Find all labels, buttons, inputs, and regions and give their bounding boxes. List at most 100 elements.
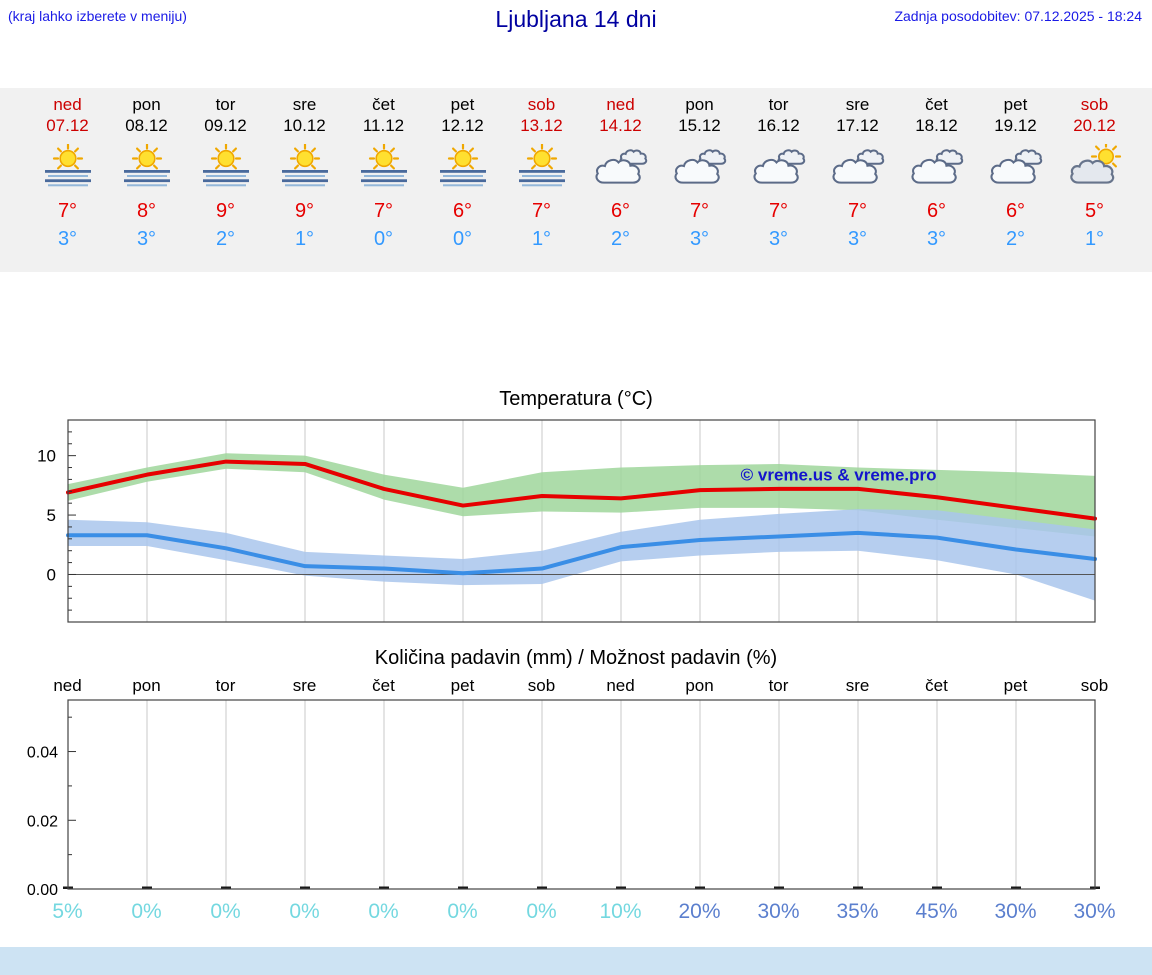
sun-cloud-icon (1069, 144, 1121, 184)
temperature-chart-svg: 0 5 10 © vreme.us & vreme.pro (37, 419, 1097, 623)
precip-day-label: sob (527, 676, 556, 695)
precip-bar (221, 886, 231, 889)
sun-fog-icon (281, 144, 328, 187)
day-name: čet (925, 95, 948, 114)
precip-probability: 20% (678, 900, 721, 923)
low-temp: 2° (215, 228, 236, 250)
high-temp: 7° (531, 200, 552, 222)
forecast-strip: ned 07.12 7° 3° pon 08.12 8° 3° tor 09.12 (0, 88, 1152, 272)
cloudy-icon-wrap (660, 142, 739, 192)
low-temp: 3° (689, 228, 710, 250)
sun-rays (447, 144, 478, 170)
precip-day-label: čet (372, 676, 395, 695)
y-axis-label: 0.02 (27, 813, 58, 830)
forecast-day-column: tor 16.12 7° 3° (739, 94, 818, 272)
precip-probability: 0% (210, 900, 241, 923)
high-temp: 6° (452, 200, 473, 222)
sun-fog-icon-wrap (344, 142, 423, 192)
sun-fog-icon (44, 144, 91, 187)
high-temp: 6° (610, 200, 631, 222)
day-date: 20.12 (1073, 116, 1116, 135)
precip-probability: 0% (368, 900, 399, 923)
high-temp: 9° (294, 200, 315, 222)
day-date: 11.12 (362, 116, 405, 135)
cloudy-icon (832, 149, 884, 184)
day-name: pon (685, 95, 714, 114)
precip-bar (853, 886, 863, 889)
precip-probability: 35% (836, 900, 879, 923)
forecast-day-column: pet 19.12 6° 2° (976, 94, 1055, 272)
day-date: 13.12 (520, 116, 563, 135)
cloudy-icon (990, 149, 1042, 184)
low-temp: 1° (531, 228, 552, 250)
precip-probability: 0% (447, 900, 478, 923)
sun-fog-icon-wrap (423, 142, 502, 192)
high-temp: 7° (689, 200, 710, 222)
footer-bar (0, 947, 1152, 975)
precip-bar (458, 886, 468, 889)
forecast-day-column: sre 10.12 9° 1° (265, 94, 344, 272)
precip-probability: 30% (757, 900, 800, 923)
day-name: ned (606, 95, 635, 114)
cloudy-icon-wrap (581, 142, 660, 192)
precip-probability: 0% (131, 900, 162, 923)
low-temp: 1° (294, 228, 315, 250)
forecast-day-column: čet 11.12 7° 0° (344, 94, 423, 272)
temp-min-line (66, 530, 1097, 576)
sun-fog-icon (202, 144, 249, 187)
plot-background (68, 700, 1095, 889)
sun-rays (1090, 144, 1121, 168)
day-name: čet (372, 95, 395, 114)
cloudy-icon-wrap (818, 142, 897, 192)
cloudy-icon-wrap (976, 142, 1055, 192)
sun-rays (368, 144, 399, 170)
page-title: Ljubljana 14 dni (495, 6, 657, 32)
day-date: 15.12 (678, 116, 721, 135)
forecast-day-column: sob 20.12 5° 1° (1055, 94, 1134, 272)
forecast-day-column: ned 14.12 6° 2° (581, 94, 660, 272)
precip-probability: 0% (289, 900, 320, 923)
low-temp: 3° (768, 228, 789, 250)
day-name: tor (768, 95, 789, 114)
day-date: 09.12 (204, 116, 247, 135)
day-name: sre (845, 95, 870, 114)
high-temp: 6° (1005, 200, 1026, 222)
y-axis-label: 10 (37, 447, 56, 466)
high-temp: 9° (215, 200, 236, 222)
cloudy-icon (753, 149, 805, 184)
y-axis-label: 0.00 (27, 882, 58, 896)
temp-max-band (68, 453, 1095, 537)
precip-probability: 30% (994, 900, 1037, 923)
precip-day-label: čet (925, 676, 948, 695)
temperature-chart: 0 5 10 © vreme.us & vreme.pro (0, 415, 1152, 629)
precip-bar (774, 886, 784, 889)
day-date: 19.12 (994, 116, 1037, 135)
day-name: pet (450, 95, 475, 114)
day-date: 12.12 (441, 116, 484, 135)
low-temp: 3° (926, 228, 947, 250)
sun-rays (289, 144, 320, 170)
sun-fog-icon-wrap (107, 142, 186, 192)
precip-probability: 5% (52, 900, 83, 923)
day-date: 08.12 (125, 116, 168, 135)
high-temp: 7° (847, 200, 868, 222)
high-temp: 7° (768, 200, 789, 222)
low-temp: 2° (1005, 228, 1026, 250)
day-name: tor (215, 95, 236, 114)
precip-day-label: sre (292, 676, 317, 695)
cloudy-icon-wrap (739, 142, 818, 192)
precip-bar (537, 886, 547, 889)
precip-day-label: pon (132, 676, 161, 695)
day-name: sre (292, 95, 317, 114)
high-temp: 8° (136, 200, 157, 222)
precip-probability-row: 5% 0% 0% 0% 0% 0% 0% 10% 20% 30% 35% 45% 30% 30% (0, 900, 1152, 924)
forecast-day-column: pon 08.12 8° 3° (107, 94, 186, 272)
precip-day-label: sre (845, 676, 870, 695)
watermark-link[interactable]: © vreme.us & vreme.pro (741, 466, 937, 485)
precip-day-label: ned (53, 676, 82, 695)
precip-chart: 0.00 0.02 0.04 (0, 696, 1152, 896)
last-update-label: Zadnja posodobitev: 07.12.2025 - 18:24 (894, 8, 1142, 24)
precip-bar (695, 886, 705, 889)
precip-day-label: pet (1003, 676, 1028, 695)
location-menu-hint: (kraj lahko izberete v meniju) (8, 8, 187, 24)
